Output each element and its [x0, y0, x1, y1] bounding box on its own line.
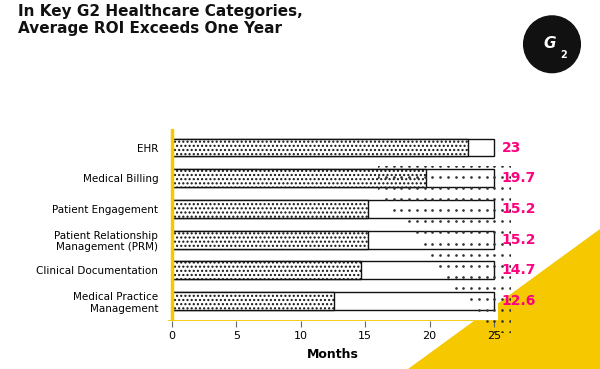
Bar [172, 231, 368, 249]
Bar [172, 292, 334, 310]
Bar [172, 292, 494, 310]
Text: 15.2: 15.2 [502, 233, 536, 246]
Bar [172, 262, 361, 279]
Text: 2: 2 [560, 50, 567, 60]
X-axis label: Months: Months [307, 348, 359, 361]
Text: 14.7: 14.7 [502, 263, 536, 277]
Bar [172, 231, 494, 249]
Text: 23: 23 [502, 141, 521, 155]
Text: In Key G2 Healthcare Categories,
Average ROI Exceeds One Year: In Key G2 Healthcare Categories, Average… [18, 4, 303, 36]
Bar [172, 262, 494, 279]
Text: 15.2: 15.2 [502, 202, 536, 216]
Bar [172, 169, 426, 187]
Bar [172, 139, 494, 156]
Text: 12.6: 12.6 [502, 294, 536, 308]
Bar [172, 139, 469, 156]
Text: 19.7: 19.7 [502, 171, 536, 185]
Bar [172, 200, 368, 218]
Bar [172, 200, 494, 218]
Text: G: G [544, 35, 556, 51]
Bar [172, 169, 494, 187]
Circle shape [524, 16, 580, 73]
